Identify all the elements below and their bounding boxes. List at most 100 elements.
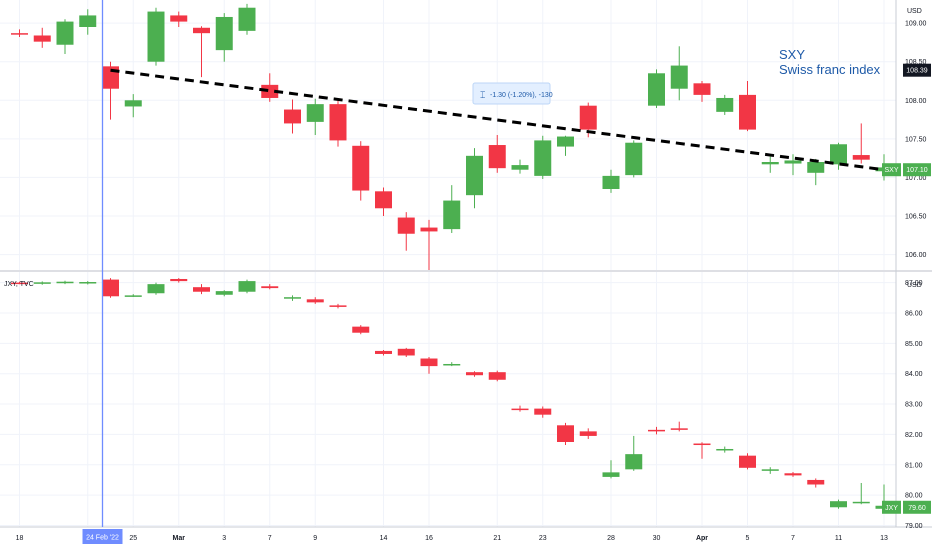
jxy-candle-body	[511, 408, 529, 411]
sxy-candle-body	[56, 21, 74, 45]
jxy-pane[interactable]: JXY, TVC	[0, 272, 932, 527]
sxy-candles	[11, 3, 893, 270]
jxy-price-tick-label: 82.00	[905, 432, 923, 439]
jxy-candle-body	[761, 469, 779, 471]
sxy-candle-body	[329, 104, 347, 141]
annotation-text[interactable]: SXY Swiss franc index	[779, 47, 881, 77]
jxy-symbol-tag: JXY 79.60	[882, 500, 931, 514]
trendline[interactable]	[110, 68, 891, 172]
annotation-title: SXY	[779, 47, 805, 62]
jxy-candle-body	[420, 358, 438, 367]
sxy-candle-body	[375, 191, 392, 209]
sxy-candle-body	[215, 16, 233, 51]
jxy-candle-body	[557, 425, 574, 442]
jxy-candles	[11, 278, 893, 511]
crosshair-date-label: 24 Feb '22	[86, 535, 119, 542]
sxy-symbol-tag: SXY 107.10	[882, 163, 931, 177]
time-tick-label: 7	[791, 535, 795, 542]
jxy-price-tick-label: 84.00	[905, 371, 923, 378]
sxy-candle-body	[761, 162, 779, 165]
sxy-candle-body	[443, 200, 461, 230]
jxy-candle-body	[648, 429, 665, 432]
time-tick-label: 28	[607, 535, 615, 542]
jxy-price-tick-label: 80.00	[905, 493, 923, 500]
sxy-currency-label: USD	[907, 8, 922, 15]
sxy-candle-body	[79, 15, 97, 27]
sxy-candle-body	[238, 7, 256, 31]
sxy-symbol-tag-background	[882, 163, 901, 177]
jxy-candle-body	[693, 443, 711, 446]
sxy-price-axis[interactable]: USD 106.00 106.50 107.00 107.50 108.00 108.50…	[905, 8, 927, 259]
sxy-candle-body	[784, 160, 802, 164]
sxy-candle-body	[488, 145, 506, 169]
measure-tooltip-box	[472, 82, 551, 105]
sxy-candle-body	[557, 136, 574, 147]
jxy-candle-body	[716, 448, 734, 451]
time-tick-label: 14	[380, 535, 388, 542]
crosshair-price-tag: 108.39	[903, 63, 931, 77]
annotation-subtitle: Swiss franc index	[779, 62, 881, 77]
jxy-legend: JXY, TVC	[4, 281, 34, 288]
time-tick-label: 9	[313, 535, 317, 542]
sxy-candle-body	[284, 109, 301, 124]
time-tick-label: 5	[746, 535, 750, 542]
jxy-candle-body	[261, 286, 279, 289]
time-tick-label: Apr	[696, 535, 708, 542]
jxy-candle-body	[670, 428, 688, 430]
jxy-candle-body	[284, 297, 301, 299]
sxy-candle-body	[397, 217, 415, 234]
measure-label: -1.30 (-1.20%), -130	[490, 92, 553, 99]
jxy-price-tick-label: 79.00	[905, 523, 923, 530]
jxy-candle-body	[534, 408, 552, 415]
jxy-price-tick-label: 86.00	[905, 310, 923, 317]
time-tick-label: 21	[493, 535, 501, 542]
time-tick-label: 18	[16, 535, 24, 542]
jxy-price-tick-label: 87.00	[905, 280, 923, 287]
sxy-candle-body	[625, 142, 643, 176]
sxy-pane-background	[0, 0, 896, 270]
jxy-candle-body	[807, 479, 825, 485]
jxy-candle-body	[625, 454, 643, 470]
sxy-candle-body	[261, 84, 279, 98]
jxy-candle-body	[193, 287, 210, 292]
sxy-candle-body	[124, 100, 142, 107]
jxy-candle-body	[238, 281, 256, 292]
sxy-pane[interactable]: SXY Swiss franc index ⌶ -1.30 (-1.20%), …	[0, 0, 932, 270]
jxy-candle-body	[11, 282, 28, 285]
jxy-last-price-label: 79.60	[908, 505, 926, 512]
sxy-candle-body	[420, 227, 438, 232]
time-tick-label: 13	[880, 535, 888, 542]
jxy-candle-body	[852, 501, 870, 504]
sxy-candle-body	[852, 155, 870, 160]
sxy-price-tick-label: 107.00	[905, 175, 927, 182]
sxy-candle-body	[147, 11, 165, 62]
jxy-candle-body	[306, 299, 324, 303]
sxy-candle-body	[648, 73, 665, 106]
jxy-candle-body	[102, 279, 119, 297]
jxy-candle-body	[329, 305, 347, 307]
jxy-candle-body	[830, 501, 847, 508]
jxy-candle-body	[124, 295, 142, 297]
sxy-last-price-label: 107.10	[906, 167, 928, 174]
crosshair-price-tag-background	[903, 63, 931, 77]
sxy-candle-body	[830, 144, 847, 165]
jxy-last-price-tag-background	[903, 500, 931, 514]
jxy-pane-background	[0, 272, 896, 527]
sxy-candle-body	[193, 27, 210, 34]
sxy-candle-body	[352, 145, 370, 191]
time-axis[interactable]: 182325Mar379141621232830Apr57111318	[16, 535, 932, 542]
sxy-candle-body	[579, 105, 597, 130]
sxy-candle-body	[602, 175, 620, 189]
time-tick-label: Mar	[173, 535, 186, 542]
crosshair-date-tag-background	[82, 529, 123, 544]
jxy-price-tick-label: 85.00	[905, 341, 923, 348]
jxy-price-axis[interactable]: USD 79.00 80.00 81.00 82.00 83.00 84.00 85.00 8…	[905, 280, 923, 530]
jxy-symbol-tag-background	[882, 500, 901, 514]
jxy-candle-body	[375, 350, 392, 354]
sxy-candle-body	[11, 33, 28, 35]
sxy-price-tick-label: 106.50	[905, 214, 927, 221]
jxy-candle-body	[56, 281, 74, 284]
jxy-candle-body	[466, 372, 483, 376]
jxy-candle-body	[602, 472, 620, 477]
